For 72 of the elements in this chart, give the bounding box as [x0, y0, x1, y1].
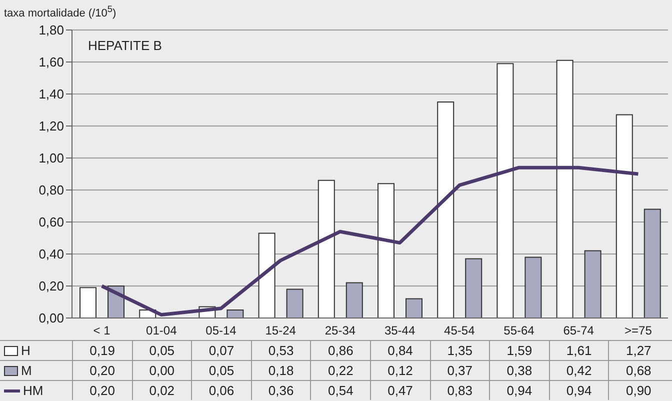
line-series	[100, 166, 640, 317]
data-label: 0,83	[430, 381, 490, 400]
x-tick-label: 35-44	[384, 324, 416, 338]
y-tick-label: 1,40	[38, 86, 64, 102]
data-label: 1,61	[548, 341, 608, 360]
data-label: 0,12	[370, 361, 430, 380]
x-tick-label: 05-14	[206, 324, 237, 338]
bar	[258, 232, 276, 318]
data-label: 0,05	[191, 361, 251, 380]
x-tick-label: < 1	[93, 324, 111, 338]
legend-label: M	[21, 363, 32, 378]
data-label: 0,84	[370, 341, 430, 360]
data-label: 1,27	[608, 341, 668, 360]
data-label: 1,35	[430, 341, 490, 360]
data-label: 0,47	[370, 381, 430, 400]
data-label: 0,22	[310, 361, 370, 380]
y-tick-label: 0,60	[38, 214, 64, 230]
data-label: 0,20	[72, 361, 132, 380]
bar	[286, 288, 304, 318]
data-label: 0,02	[132, 381, 192, 400]
bar	[584, 250, 602, 318]
legend-label: HM	[23, 383, 44, 398]
bar	[556, 60, 574, 318]
bar	[616, 114, 633, 318]
data-label: 1,59	[489, 341, 549, 360]
legend-label: H	[21, 343, 30, 358]
bar	[378, 183, 394, 318]
data-label: 0,07	[191, 341, 251, 360]
y-tick-label: 1,00	[38, 150, 64, 166]
data-label: 0,94	[489, 381, 549, 400]
x-tick-label: 65-74	[563, 324, 594, 338]
data-label: 0,20	[72, 381, 132, 400]
x-tick-label: 55-64	[504, 324, 535, 338]
x-tick-label: 01-04	[146, 324, 178, 338]
data-label: 0,36	[250, 381, 310, 400]
data-label: 0,18	[250, 361, 310, 380]
data-label: 0,05	[132, 341, 192, 360]
data-label: 0,37	[430, 361, 490, 380]
data-label: 0,90	[608, 381, 668, 400]
bar	[318, 180, 335, 318]
data-label: 0,86	[310, 341, 370, 360]
bar	[226, 310, 244, 318]
bar	[496, 63, 514, 318]
y-tick-label: 1,60	[38, 54, 64, 70]
x-tick-label: 45-54	[444, 324, 476, 338]
bar	[524, 256, 542, 318]
bar	[346, 282, 363, 318]
bar	[465, 258, 482, 318]
bar	[80, 287, 96, 318]
y-tick-label: 0,00	[38, 310, 64, 326]
y-tick-label: 1,20	[38, 118, 64, 134]
x-tick-label: 15-24	[265, 324, 296, 338]
y-tick-label: 1,80	[38, 22, 64, 38]
data-label: 0,94	[548, 381, 608, 400]
y-tick-label: 0,80	[38, 182, 64, 198]
data-label: 0,42	[548, 361, 608, 380]
y-axis-title: taxa mortalidade (/10$^{5}$)	[4, 4, 116, 20]
data-label: 0,06	[191, 381, 251, 400]
y-tick-label: 0,40	[38, 246, 64, 262]
x-tick-label: >=75	[624, 324, 652, 338]
text: HEPATITE B	[88, 38, 162, 53]
data-label: 0,68	[608, 361, 668, 380]
bar	[437, 102, 454, 318]
data-label: 0,19	[72, 341, 132, 360]
bar	[406, 298, 422, 318]
x-tick-label: 25-34	[324, 324, 356, 338]
data-label: 0,00	[132, 361, 192, 380]
data-label: 0,54	[310, 381, 370, 400]
data-label: 0,53	[250, 341, 310, 360]
data-label: 0,38	[489, 361, 549, 380]
y-tick-label: 0,20	[38, 278, 64, 294]
bar	[644, 208, 661, 318]
